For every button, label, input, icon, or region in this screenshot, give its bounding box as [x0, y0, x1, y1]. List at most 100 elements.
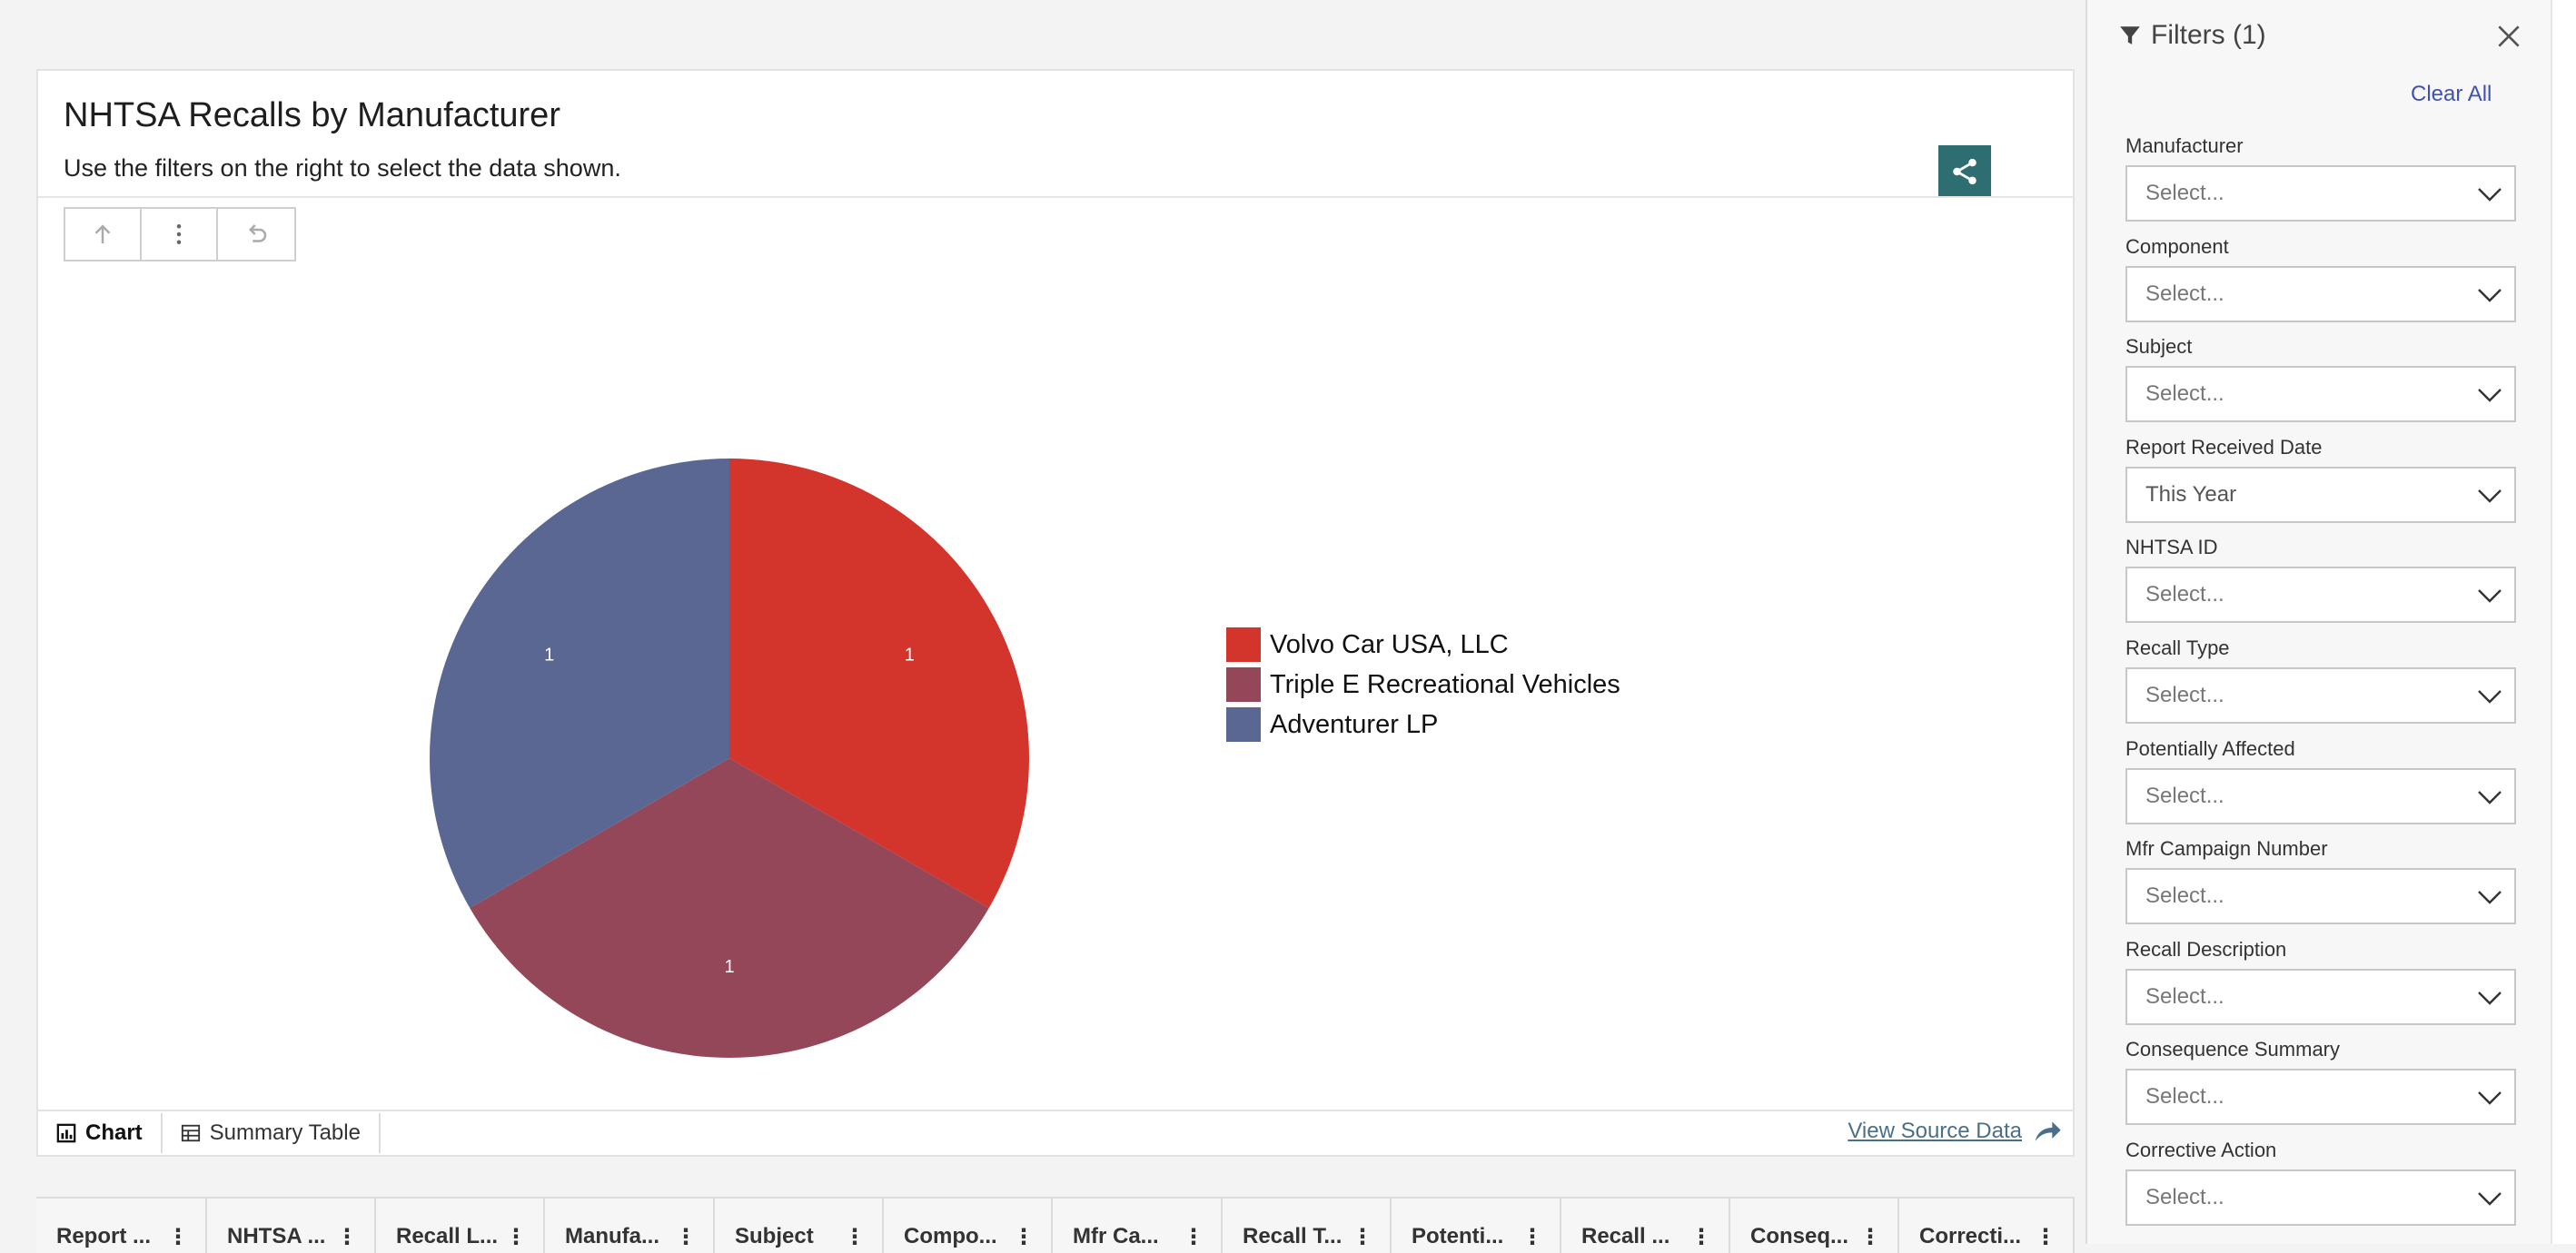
- column-header-label: Recall ...: [1581, 1224, 1670, 1248]
- column-header[interactable]: Compo... ⋮: [884, 1199, 1053, 1253]
- legend-item[interactable]: Volvo Car USA, LLC: [1226, 625, 1620, 665]
- tab-summary-table[interactable]: Summary Table: [163, 1113, 381, 1153]
- filter-9: Consequence Summary Select...: [2125, 1038, 2516, 1126]
- drill-up-button[interactable]: [65, 209, 142, 260]
- tab-chart-label: Chart: [85, 1120, 143, 1145]
- legend-swatch: [1226, 667, 1261, 702]
- filter-dropdown[interactable]: Select...: [2125, 165, 2516, 222]
- column-menu-icon[interactable]: ⋮: [1521, 1225, 1543, 1249]
- column-header[interactable]: Report ... ⋮: [36, 1199, 207, 1253]
- column-header[interactable]: Potenti... ⋮: [1392, 1199, 1561, 1253]
- filter-10: Corrective Action Select...: [2125, 1139, 2516, 1226]
- column-menu-icon[interactable]: ⋮: [1183, 1225, 1204, 1249]
- column-header[interactable]: Conseq... ⋮: [1730, 1199, 1899, 1253]
- legend-swatch: [1226, 707, 1261, 742]
- column-header[interactable]: NHTSA ... ⋮: [207, 1199, 376, 1253]
- data-table-header: Report ... ⋮ NHTSA ... ⋮ Recall L... ⋮ Manufa.…: [36, 1197, 2075, 1253]
- more-options-button[interactable]: [142, 209, 218, 260]
- column-header[interactable]: Manufa... ⋮: [545, 1199, 715, 1253]
- filter-dropdown[interactable]: Select...: [2125, 1169, 2516, 1226]
- column-header[interactable]: Recall ... ⋮: [1561, 1199, 1730, 1253]
- column-menu-icon[interactable]: ⋮: [2035, 1225, 2056, 1249]
- filter-2: Subject Select...: [2125, 335, 2516, 423]
- filter-label: Component: [2125, 234, 2229, 258]
- undo-icon: [248, 224, 267, 242]
- view-source-data-link[interactable]: View Source Data: [1848, 1119, 2022, 1143]
- column-header-label: Mfr Ca...: [1073, 1224, 1159, 1248]
- column-menu-icon[interactable]: ⋮: [1859, 1225, 1881, 1249]
- chart-legend: Volvo Car USA, LLC Triple E Recreational …: [1226, 625, 1620, 745]
- legend-item[interactable]: Triple E Recreational Vehicles: [1226, 665, 1620, 705]
- filter-dropdown[interactable]: This Year: [2125, 466, 2516, 523]
- column-header-label: Recall T...: [1243, 1224, 1342, 1248]
- filter-dropdown-value: Select...: [2145, 1185, 2224, 1209]
- filter-dropdown-value: Select...: [2145, 883, 2224, 909]
- filter-label: Recall Type: [2125, 636, 2230, 659]
- filters-title: Filters (1): [2118, 20, 2266, 51]
- card-divider: [38, 196, 2073, 198]
- chevron-down-icon: [2478, 690, 2502, 704]
- filter-0: Manufacturer Select...: [2125, 134, 2516, 222]
- clear-all-button[interactable]: Clear All: [2411, 82, 2492, 106]
- pie-slice-data-label: 1: [724, 957, 734, 977]
- share-button[interactable]: [1938, 145, 1991, 198]
- page-title: NHTSA Recalls by Manufacturer: [64, 96, 560, 134]
- filter-label: Recall Description: [2125, 937, 2287, 961]
- column-header[interactable]: Mfr Ca... ⋮: [1053, 1199, 1223, 1253]
- scroll-edge: [2551, 0, 2576, 1244]
- filter-dropdown-value: Select...: [2145, 181, 2224, 205]
- column-header-label: Report ...: [56, 1224, 152, 1248]
- column-menu-icon[interactable]: ⋮: [167, 1225, 189, 1249]
- chart-toolbar: [64, 207, 296, 261]
- column-header[interactable]: Correcti... ⋮: [1899, 1199, 2075, 1253]
- filter-dropdown[interactable]: Select...: [2125, 265, 2516, 322]
- filter-dropdown[interactable]: Select...: [2125, 366, 2516, 423]
- column-header[interactable]: Subject ⋮: [715, 1199, 884, 1253]
- filter-4: NHTSA ID Select...: [2125, 536, 2516, 624]
- filter-dropdown[interactable]: Select...: [2125, 767, 2516, 824]
- chevron-down-icon: [2478, 891, 2502, 904]
- column-header-label: Correcti...: [1919, 1224, 2022, 1248]
- page-subtitle: Use the filters on the right to select t…: [64, 154, 621, 182]
- filter-label: Potentially Affected: [2125, 736, 2295, 760]
- pie-chart: 1 1 1: [430, 459, 1029, 1058]
- filter-dropdown[interactable]: Select...: [2125, 868, 2516, 925]
- chevron-down-icon: [2478, 488, 2502, 503]
- legend-item[interactable]: Adventurer LP: [1226, 705, 1620, 745]
- column-header[interactable]: Recall T... ⋮: [1223, 1199, 1392, 1253]
- column-header[interactable]: Recall L... ⋮: [376, 1199, 545, 1253]
- share-arrow-icon[interactable]: [2033, 1119, 2062, 1144]
- legend-label: Triple E Recreational Vehicles: [1270, 669, 1620, 699]
- filter-dropdown[interactable]: Select...: [2125, 968, 2516, 1025]
- share-icon: [1953, 158, 1977, 185]
- pie-slice[interactable]: [430, 459, 729, 908]
- filter-label: Subject: [2125, 335, 2193, 359]
- pie-slice[interactable]: [729, 459, 1029, 908]
- arrow-up-icon: [94, 224, 111, 243]
- view-tabs: Chart Summary Table View Source Data: [38, 1110, 2073, 1155]
- filter-dropdown[interactable]: Select...: [2125, 1069, 2516, 1126]
- pie-slice[interactable]: [470, 758, 989, 1058]
- column-menu-icon[interactable]: ⋮: [1690, 1225, 1712, 1249]
- close-icon[interactable]: [2494, 22, 2523, 51]
- filter-3: Report Received Date This Year: [2125, 436, 2516, 523]
- chevron-down-icon: [2478, 991, 2502, 1005]
- filter-5: Recall Type Select...: [2125, 636, 2516, 724]
- tab-chart[interactable]: Chart: [38, 1113, 163, 1153]
- filter-dropdown[interactable]: Select...: [2125, 567, 2516, 624]
- filter-dropdown-value: Select...: [2145, 983, 2224, 1009]
- undo-button[interactable]: [218, 209, 294, 260]
- chart-icon: [56, 1123, 76, 1143]
- legend-swatch: [1226, 627, 1261, 662]
- column-menu-icon[interactable]: ⋮: [844, 1225, 866, 1249]
- column-menu-icon[interactable]: ⋮: [505, 1225, 527, 1249]
- column-header-label: NHTSA ...: [227, 1224, 326, 1248]
- column-menu-icon[interactable]: ⋮: [1013, 1225, 1035, 1249]
- column-menu-icon[interactable]: ⋮: [675, 1225, 697, 1249]
- filter-6: Potentially Affected Select...: [2125, 737, 2516, 824]
- filter-dropdown[interactable]: Select...: [2125, 667, 2516, 724]
- filter-dropdown-value: Select...: [2145, 1084, 2224, 1110]
- column-menu-icon[interactable]: ⋮: [336, 1225, 358, 1249]
- filter-8: Recall Description Select...: [2125, 938, 2516, 1025]
- column-menu-icon[interactable]: ⋮: [1352, 1225, 1373, 1249]
